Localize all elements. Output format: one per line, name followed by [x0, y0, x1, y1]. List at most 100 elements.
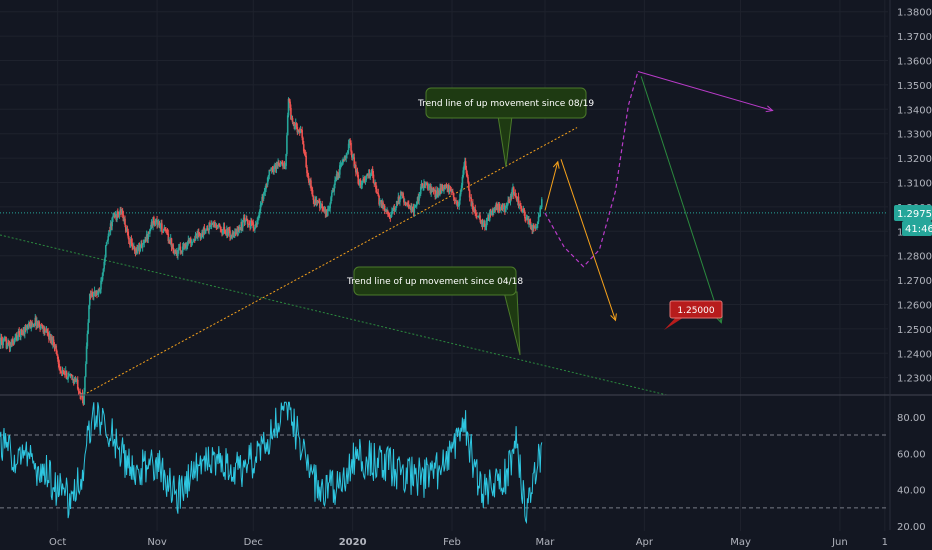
candle[interactable] — [276, 161, 279, 169]
candle[interactable] — [158, 220, 161, 229]
candle[interactable] — [210, 220, 213, 230]
candle[interactable] — [525, 214, 528, 221]
candle[interactable] — [38, 320, 41, 328]
candle[interactable] — [430, 183, 432, 197]
candle[interactable] — [160, 219, 162, 229]
candle[interactable] — [68, 373, 71, 376]
candle[interactable] — [306, 170, 309, 178]
candle[interactable] — [272, 166, 275, 175]
candle[interactable] — [50, 333, 53, 345]
candle[interactable] — [300, 128, 303, 133]
candle[interactable] — [381, 198, 384, 209]
candle[interactable] — [380, 199, 383, 208]
candle[interactable] — [72, 378, 75, 386]
candle[interactable] — [314, 195, 316, 207]
candle[interactable] — [201, 229, 204, 238]
candle[interactable] — [350, 140, 352, 156]
candle[interactable] — [314, 196, 317, 205]
candle[interactable] — [343, 155, 346, 162]
candle[interactable] — [280, 161, 283, 164]
candle[interactable] — [284, 162, 287, 170]
candle[interactable] — [88, 304, 90, 323]
candle[interactable] — [499, 207, 501, 211]
candle[interactable] — [195, 233, 198, 235]
candle[interactable] — [482, 220, 485, 228]
candle[interactable] — [329, 201, 331, 212]
candle[interactable] — [117, 208, 119, 219]
candle[interactable] — [405, 202, 408, 206]
candle[interactable] — [457, 203, 460, 207]
rsi-line[interactable] — [0, 401, 543, 525]
candle[interactable] — [423, 179, 425, 191]
candle[interactable] — [458, 199, 461, 210]
candle[interactable] — [343, 159, 345, 162]
candle[interactable] — [79, 388, 81, 400]
candle[interactable] — [246, 215, 248, 221]
candle[interactable] — [463, 162, 465, 175]
candle[interactable] — [153, 215, 155, 225]
candle[interactable] — [220, 226, 222, 233]
candle[interactable] — [485, 217, 488, 231]
candle[interactable] — [480, 219, 482, 225]
candle[interactable] — [147, 231, 150, 244]
candle[interactable] — [257, 215, 259, 225]
candle[interactable] — [204, 229, 206, 235]
candle[interactable] — [222, 222, 225, 235]
candle[interactable] — [304, 149, 307, 158]
candle[interactable] — [520, 205, 523, 213]
candle[interactable] — [197, 228, 200, 238]
candle[interactable] — [523, 208, 525, 216]
candle[interactable] — [175, 248, 178, 256]
candle[interactable] — [8, 340, 11, 353]
candle[interactable] — [55, 343, 57, 355]
candle[interactable] — [42, 325, 45, 334]
candle[interactable] — [287, 97, 290, 118]
candle[interactable] — [493, 207, 496, 214]
candle[interactable] — [85, 342, 88, 365]
candle[interactable] — [290, 104, 292, 121]
candle[interactable] — [262, 191, 265, 202]
candle[interactable] — [236, 225, 239, 237]
candle[interactable] — [113, 212, 115, 217]
candle[interactable] — [510, 192, 513, 201]
candle[interactable] — [133, 242, 135, 250]
candle[interactable] — [93, 286, 96, 297]
candle[interactable] — [536, 223, 538, 231]
candle[interactable] — [540, 205, 542, 210]
candle[interactable] — [155, 218, 158, 223]
candle[interactable] — [452, 188, 454, 196]
candle[interactable] — [365, 174, 368, 183]
candle[interactable] — [332, 188, 335, 192]
candle[interactable] — [76, 378, 78, 385]
candle[interactable] — [16, 335, 19, 342]
candle[interactable] — [241, 221, 243, 232]
candle[interactable] — [84, 361, 87, 378]
candle[interactable] — [157, 218, 160, 226]
rsi-indicator[interactable] — [0, 401, 543, 525]
candle[interactable] — [1, 336, 4, 349]
candle[interactable] — [434, 186, 436, 200]
candle[interactable] — [452, 192, 455, 201]
candle[interactable] — [169, 239, 171, 245]
candle[interactable] — [207, 228, 210, 234]
candle[interactable] — [142, 239, 145, 245]
candle[interactable] — [10, 339, 13, 347]
candle[interactable] — [502, 203, 505, 213]
candle[interactable] — [159, 223, 162, 232]
candle[interactable] — [40, 324, 42, 330]
candle[interactable] — [129, 236, 132, 248]
candle[interactable] — [52, 335, 55, 348]
candle[interactable] — [305, 151, 307, 168]
candle[interactable] — [121, 207, 124, 218]
candle[interactable] — [4, 336, 7, 341]
candle[interactable] — [444, 184, 446, 190]
candle[interactable] — [298, 127, 301, 136]
candle[interactable] — [302, 136, 304, 145]
candle[interactable] — [488, 209, 491, 222]
candle[interactable] — [387, 209, 389, 218]
candle[interactable] — [214, 221, 217, 229]
candle[interactable] — [442, 186, 444, 192]
candle[interactable] — [307, 172, 310, 183]
candle[interactable] — [440, 183, 443, 194]
candle[interactable] — [172, 243, 174, 254]
